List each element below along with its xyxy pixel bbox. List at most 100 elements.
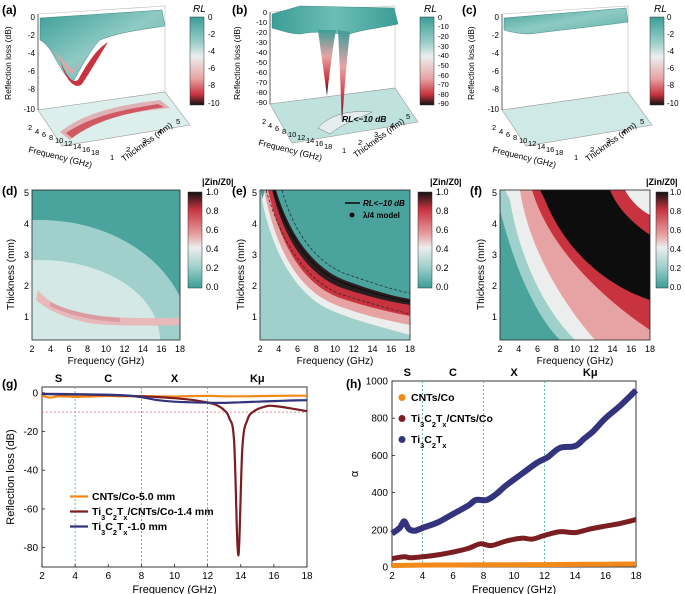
cbar-title: |Zin/Z0| [202,177,234,187]
svg-text:5: 5 [492,188,497,198]
svg-text:14: 14 [537,142,545,151]
x-tick-label: 6 [105,571,111,582]
band-label: S [55,373,62,385]
svg-text:4: 4 [499,127,503,136]
svg-text:1: 1 [252,312,257,322]
svg-text:6: 6 [506,130,510,139]
svg-text:1: 1 [574,153,578,162]
legend-label: Ti3C2Tx/CNTs/Co-1.4 mm [92,506,214,522]
surface [39,9,166,81]
band-label: X [171,373,179,385]
map-corner-pale [625,190,650,215]
svg-text:10: 10 [570,344,580,354]
svg-text:-70: -70 [256,78,267,87]
x-tick-label: 10 [169,571,181,582]
band-label: C [104,373,112,385]
svg-text:12: 12 [349,344,359,354]
y-ticks: 1 2 3 4 5 [342,112,410,155]
svg-text:3: 3 [24,250,29,260]
svg-text:-10: -10 [487,105,499,114]
panel-letter: (b) [232,3,247,17]
svg-text:6: 6 [295,344,300,354]
svg-text:14: 14 [73,142,81,151]
svg-text:-30: -30 [438,42,449,51]
map-band-red [36,290,180,326]
x-tick-label: 4 [420,571,426,582]
y-ticks: 1 2 3 4 5 [574,117,644,162]
cbar-title: RL [193,4,206,15]
svg-text:10: 10 [330,344,340,354]
svg-text:2: 2 [28,123,32,132]
panel-letter-h: (h) [346,377,361,391]
svg-text:-8: -8 [492,85,500,94]
svg-text:3: 3 [252,250,257,260]
plot-frame [391,380,637,568]
band-label: Kμ [250,373,265,385]
svg-text:-2: -2 [208,30,216,39]
svg-text:12: 12 [64,139,72,148]
y-tick-label: 800 [371,414,388,425]
y-tick-label: -80 [24,543,39,554]
map-dark-region [540,190,650,300]
svg-text:-4: -4 [492,49,500,58]
series-line [390,388,639,536]
legend-label: Ti3C2Tx/CNTs/Co [411,413,493,429]
svg-text:16: 16 [315,139,323,148]
svg-text:2: 2 [29,344,34,354]
svg-text:-2: -2 [492,31,500,40]
svg-text:2: 2 [257,344,262,354]
svg-text:6: 6 [275,124,279,133]
surface-spike [318,30,336,96]
panel-f: (f) Thickness (mm) 1 2 3 4 5 2 4 6 8 10 … [470,177,682,367]
svg-text:-80: -80 [438,90,449,99]
svg-text:18: 18 [555,148,563,157]
svg-text:4: 4 [516,344,521,354]
y-tick-label: 0 [32,388,38,399]
surface-dip [60,42,108,86]
x-tick-label: 16 [600,571,612,582]
svg-text:0: 0 [208,13,213,22]
x-tick-label: 14 [569,571,581,582]
svg-text:0: 0 [495,13,500,22]
svg-text:18: 18 [324,142,332,151]
series-line [391,517,637,562]
svg-text:3: 3 [606,136,610,145]
svg-text:-10: -10 [23,105,35,114]
svg-text:2: 2 [492,123,496,132]
plot-frame [499,189,651,341]
y-ticks: 1 2 3 4 5 [492,188,497,322]
svg-text:3: 3 [374,130,378,139]
cbar-ticks: 0 -2 -4 -6 -8 -10 [208,13,220,108]
band-label: S [404,367,411,379]
map-band-core [268,190,410,316]
svg-text:0.2: 0.2 [670,264,682,273]
x-axis-label: Frequency (GHz) [68,356,145,367]
svg-text:1: 1 [110,153,114,162]
svg-text:2: 2 [262,117,266,126]
svg-text:0.6: 0.6 [436,225,449,235]
legend-swatch [398,436,406,443]
svg-text:18: 18 [645,344,655,354]
svg-text:0.6: 0.6 [206,225,219,235]
svg-text:0: 0 [31,13,36,22]
svg-text:-4: -4 [208,47,216,56]
svg-text:12: 12 [297,133,305,142]
svg-text:14: 14 [306,136,314,145]
colorbar [417,191,433,289]
cbar-title: RL [424,4,437,15]
surface-dip-light [52,40,106,74]
lambda-quarter-line [273,190,410,303]
x-tick-label: 12 [202,571,214,582]
svg-text:-90: -90 [438,99,449,108]
svg-text:16: 16 [546,145,554,154]
svg-text:8: 8 [314,344,319,354]
legend-label: Ti3C2Tx [411,434,447,450]
svg-text:-40: -40 [256,48,267,57]
cbar-ticks: 0 -2 -4 -6 -8 -10 [667,13,679,108]
svg-text:16: 16 [626,344,636,354]
svg-text:-90: -90 [256,98,267,107]
svg-text:-2: -2 [28,31,36,40]
y-tick-label: 400 [371,488,388,499]
svg-text:10: 10 [101,344,111,354]
panel-letter-g: (g) [2,377,17,391]
